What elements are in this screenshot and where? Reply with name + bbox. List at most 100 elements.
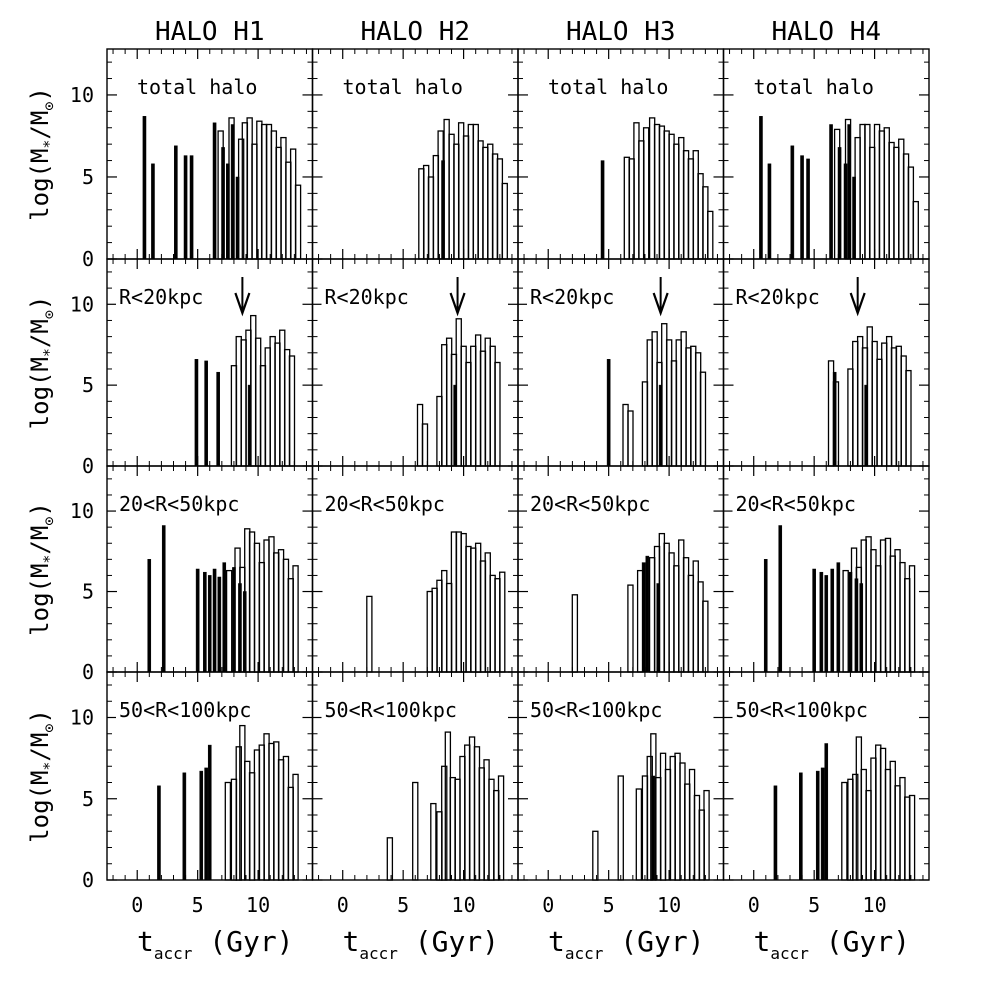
panel-r4-c2: 50<R<100kpc (311, 671, 519, 881)
histogram-bar-filled (195, 568, 200, 673)
histogram-bar-filled (759, 116, 763, 260)
panel-r4-c1: 50<R<100kpc (106, 671, 314, 881)
x-tick-label: 0 (337, 893, 349, 917)
y-axis-label-part: log(M (26, 771, 54, 843)
x-axis-label: taccr (Gyr) (548, 925, 705, 963)
histogram-bar-filled (204, 767, 208, 881)
panel-label: total halo (754, 75, 874, 99)
y-tick-label: 0 (82, 660, 94, 684)
histogram-bar-filled (199, 770, 204, 881)
x-axis-label-part: t (754, 925, 771, 958)
histogram-bar-filled (142, 116, 147, 260)
panel-label-bg (527, 287, 618, 309)
histogram-bar-filled (247, 384, 252, 467)
histogram-bar-filled (189, 155, 194, 260)
x-axis-label-part: accr (565, 944, 604, 963)
y-axis-label-part: /M (26, 319, 54, 348)
histogram-bar-filled (830, 568, 835, 673)
histogram-bar-filled (207, 744, 212, 881)
panel-label-bg (732, 494, 859, 516)
histogram-bar-filled (658, 384, 663, 467)
column-title: HALO H1 (155, 17, 265, 47)
y-tick-label: 5 (82, 787, 94, 811)
x-tick-label: 10 (863, 893, 887, 917)
histogram-bar-filled (212, 568, 217, 673)
y-tick-label: 10 (70, 83, 94, 107)
x-tick-label: 5 (397, 893, 409, 917)
panel-label: 50<R<100kpc (530, 698, 662, 722)
histogram-bar-filled (790, 145, 795, 260)
panel-label: 50<R<100kpc (736, 698, 868, 722)
histogram-bar-open (224, 781, 232, 881)
y-tick-label: 10 (70, 292, 94, 316)
panel-frame (722, 671, 930, 881)
y-tick-label: 5 (82, 165, 94, 189)
histogram-bar-filled (226, 163, 230, 260)
histogram-bar-filled (819, 571, 824, 673)
x-axis-label-part: accr (359, 944, 398, 963)
histogram-bar-open (571, 594, 579, 673)
x-axis-label-part: (Gyr) (192, 925, 293, 958)
histogram-bar-open (225, 569, 233, 673)
histogram-bar-filled (235, 176, 240, 260)
x-axis-label-part: accr (770, 944, 809, 963)
histogram-bar-filled (203, 571, 207, 673)
x-tick-label: 10 (657, 893, 681, 917)
histogram-bar-filled (212, 122, 217, 260)
histogram-bar-filled (151, 163, 155, 260)
x-tick-label: 5 (808, 893, 820, 917)
histogram-bar-filled (183, 155, 188, 260)
y-axis-label: log(M*/M⊙) (26, 709, 58, 843)
panel-label-bg (527, 494, 654, 516)
histogram-bar-filled (207, 575, 212, 673)
x-axis-label: taccr (Gyr) (754, 925, 911, 963)
x-tick-label: 0 (542, 893, 554, 917)
panel-label: total halo (343, 75, 463, 99)
panel-label: total halo (548, 75, 668, 99)
y-axis-label-part: ⊙ (40, 310, 58, 319)
histogram-bar-filled (847, 124, 851, 260)
histogram-bar-open (627, 584, 634, 673)
panel-label-bg (116, 700, 255, 722)
histogram-bar-filled (230, 124, 235, 260)
histogram-bar-filled (829, 124, 833, 260)
y-axis-label-part: log(M (26, 357, 54, 429)
histogram-bar-filled (854, 578, 859, 673)
y-tick-label: 0 (82, 247, 94, 271)
panel-label: R<20kpc (119, 285, 203, 309)
panel-label-bg (321, 700, 461, 722)
x-axis-label: taccr (Gyr) (343, 925, 500, 963)
histogram-bar-filled (824, 575, 829, 673)
x-tick-label: 5 (603, 893, 615, 917)
panel-label: R<20kpc (325, 285, 409, 309)
x-axis-label-part: accr (154, 944, 193, 963)
arrow-marker-head (449, 292, 466, 317)
y-axis-label-part: * (40, 348, 58, 357)
histogram-bar-filled (238, 583, 242, 673)
panel-label-bg (527, 700, 666, 722)
panel-label-bg (116, 494, 243, 516)
panel-r1-c3: total halo (517, 48, 725, 260)
histogram-bar-filled (815, 770, 820, 881)
panel-label: 50<R<100kpc (119, 698, 251, 722)
histogram-bar-open (386, 837, 394, 881)
histogram-bar-filled (216, 371, 220, 467)
x-tick-label: 0 (748, 893, 760, 917)
x-tick-label: 10 (452, 893, 476, 917)
panel-label: R<20kpc (530, 285, 614, 309)
histogram-bar-filled (217, 576, 222, 673)
y-axis-label-part: ) (26, 502, 54, 516)
histogram-bar-filled (157, 785, 161, 881)
x-axis-label-part: t (343, 925, 360, 958)
histogram-bar-filled (641, 562, 646, 673)
panel-label: 20<R<50kpc (325, 492, 445, 516)
histogram-bar-filled (852, 176, 856, 260)
histogram-bar-filled (812, 568, 816, 673)
panel-r1-c2: total halo (311, 48, 519, 260)
x-axis-label-part: (Gyr) (603, 925, 704, 958)
y-axis-label-part: /M (26, 733, 54, 762)
histogram-bar-filled (600, 160, 605, 260)
histogram-bar-filled (441, 160, 445, 260)
panel-label-bg (321, 494, 448, 516)
histogram-bar-open (842, 569, 849, 673)
